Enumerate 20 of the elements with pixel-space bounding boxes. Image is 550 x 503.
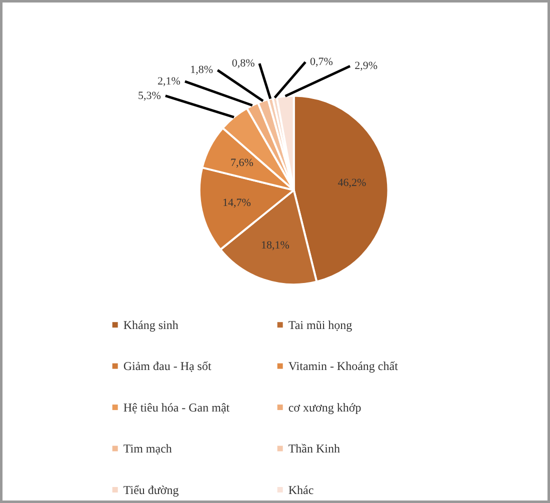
legend-label: Tim mạch xyxy=(123,442,172,456)
data-label: 5,3% xyxy=(138,90,161,102)
data-label: 2,9% xyxy=(354,60,378,72)
data-label: 18,1% xyxy=(261,240,290,252)
data-label: 7,6% xyxy=(230,157,254,170)
legend-label: Kháng sinh xyxy=(123,318,178,332)
data-label: 1,8% xyxy=(190,64,214,76)
legend-label: Khác xyxy=(288,482,314,497)
data-label: 2,1% xyxy=(157,75,180,88)
legend-label: Tiểu đường xyxy=(123,482,179,497)
data-label: 14,7% xyxy=(222,196,251,209)
data-label: 0,8% xyxy=(232,57,255,70)
legend-label: Tai mũi họng xyxy=(288,318,352,332)
data-label: 46,2% xyxy=(338,177,366,190)
data-label: 0,7% xyxy=(310,56,333,68)
legend-label: Vitamin - Khoáng chất xyxy=(288,359,399,374)
legend-label: Hệ tiêu hóa - Gan mật xyxy=(123,400,230,414)
legend-label: Giảm đau - Hạ sốt xyxy=(123,359,212,374)
legend-label: Thần Kinh xyxy=(288,442,340,456)
legend-label: cơ xương khớp xyxy=(288,400,362,414)
